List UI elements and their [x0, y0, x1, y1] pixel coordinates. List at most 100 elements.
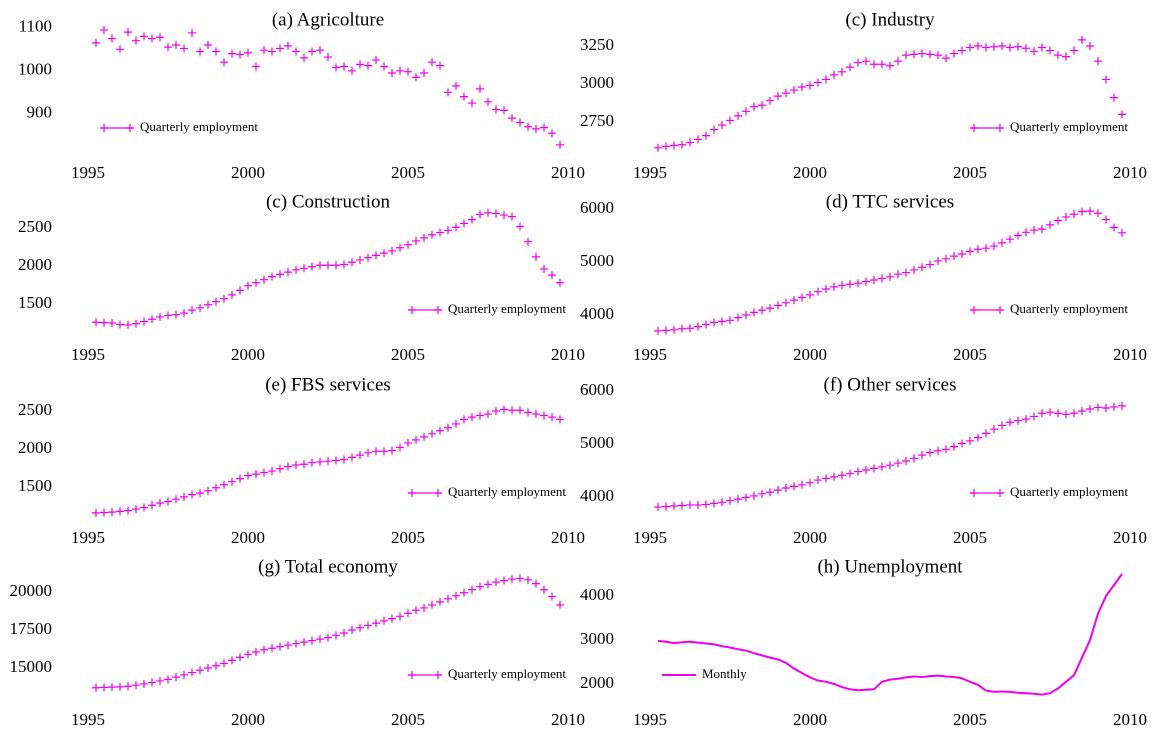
legend-label: Quarterly employment: [448, 301, 566, 316]
data-point: [926, 50, 934, 59]
data-point: [412, 236, 420, 245]
data-point: [252, 62, 260, 71]
data-point: [830, 282, 838, 291]
data-point: [862, 465, 870, 474]
data-point: [694, 135, 702, 144]
data-point: [974, 433, 982, 442]
data-point: [108, 319, 116, 328]
data-point: [300, 460, 308, 469]
data-point: [1078, 207, 1086, 216]
panel: (a) Agricolture 1995 2000 2005 2010 900 1000 11…: [18, 9, 585, 182]
data-point: [782, 89, 790, 98]
data-point: [822, 285, 830, 294]
data-point: [292, 460, 300, 469]
data-point: [902, 268, 910, 277]
data-point: [252, 278, 260, 287]
data-point: [348, 258, 356, 267]
data-point: [894, 270, 902, 279]
data-point: [1006, 418, 1014, 427]
legend-marker: [408, 671, 442, 679]
y-tick-label: 6000: [580, 380, 614, 399]
data-point: [196, 666, 204, 675]
data-point: [372, 619, 380, 628]
data-point: [934, 256, 942, 265]
data-point: [92, 508, 100, 517]
data-point: [1014, 416, 1022, 425]
y-tick-label: 2000: [18, 255, 52, 274]
legend-marker: [100, 124, 134, 132]
data-point: [356, 255, 364, 264]
data-point: [188, 668, 196, 677]
legend-label: Quarterly employment: [140, 119, 258, 134]
data-point: [726, 316, 734, 325]
data-point: [460, 588, 468, 597]
panel-title: (c) Industry: [845, 9, 935, 30]
data-point: [268, 644, 276, 653]
data-point: [742, 310, 750, 319]
data-point: [870, 464, 878, 473]
data-point: [340, 62, 348, 71]
data-point: [910, 50, 918, 59]
panel: (d) TTC services 1995 2000 2005 2010 4000 5000…: [580, 191, 1147, 364]
x-tick-label: 2000: [793, 710, 827, 729]
data-point: [1094, 403, 1102, 412]
data-point: [654, 503, 662, 512]
data-point: [540, 265, 548, 274]
data-point: [822, 474, 830, 483]
data-point: [116, 682, 124, 691]
data-point: [252, 648, 260, 657]
data-point: [420, 603, 428, 612]
data-point: [148, 678, 156, 687]
y-tick-label: 2750: [580, 111, 614, 130]
data-point: [862, 57, 870, 66]
data-point: [404, 609, 412, 618]
data-point: [926, 260, 934, 269]
panel: (e) FBS services 1995 2000 2005 2010 1500 2000…: [18, 374, 585, 547]
data-point: [484, 410, 492, 419]
data-point: [508, 212, 516, 221]
panel: (c) Industry 1995 2000 2005 2010 2750 3000 3250…: [580, 9, 1147, 182]
data-point: [452, 81, 460, 90]
data-point: [958, 46, 966, 55]
legend-label: Quarterly employment: [1010, 484, 1128, 499]
data-point: [212, 297, 220, 306]
data-point: [1078, 407, 1086, 416]
data-point: [556, 415, 564, 424]
data-point: [268, 47, 276, 56]
data-point: [694, 500, 702, 509]
data-point: [284, 462, 292, 471]
data-point: [300, 264, 308, 273]
data-point: [468, 99, 476, 108]
data-point: [156, 312, 164, 321]
x-tick-label: 2000: [231, 163, 265, 182]
data-point: [284, 41, 292, 50]
data-point: [950, 442, 958, 451]
data-point: [686, 138, 694, 147]
data-point: [204, 486, 212, 495]
data-point: [532, 252, 540, 261]
data-point: [814, 287, 822, 296]
data-point: [316, 457, 324, 466]
data-point: [1006, 43, 1014, 52]
data-point: [332, 63, 340, 72]
data-point: [556, 600, 564, 609]
data-point: [436, 228, 444, 237]
y-tick-label: 6000: [580, 198, 614, 217]
x-tick-label: 1995: [633, 528, 667, 547]
data-point: [548, 129, 556, 138]
data-point: [380, 447, 388, 456]
data-point: [910, 454, 918, 463]
data-point: [990, 242, 998, 251]
data-point: [324, 261, 332, 270]
data-point: [380, 62, 388, 71]
x-tick-label: 2010: [1113, 345, 1147, 364]
data-point: [710, 318, 718, 327]
data-point: [742, 493, 750, 502]
data-point: [1054, 51, 1062, 60]
legend-label: Quarterly employment: [1010, 301, 1128, 316]
y-tick-label: 1100: [19, 17, 52, 36]
data-point: [244, 650, 252, 659]
x-tick-label: 2005: [953, 528, 987, 547]
data-point: [196, 489, 204, 498]
